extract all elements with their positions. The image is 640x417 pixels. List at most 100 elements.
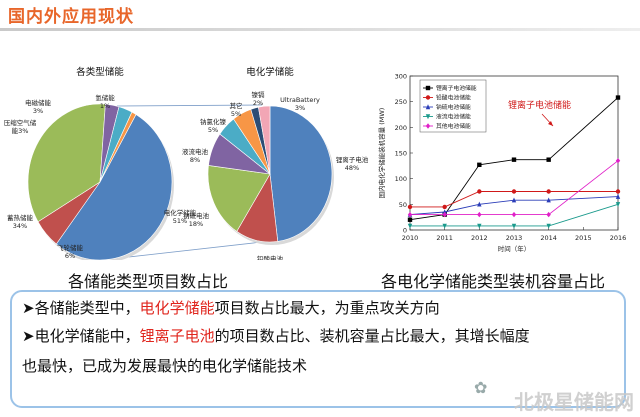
legend-marker-3 bbox=[425, 104, 431, 110]
x-tick-label-0: 2010 bbox=[402, 234, 419, 242]
pie-2-label-7: 镍镉 2% bbox=[252, 90, 266, 107]
x-axis-label: 时间（年） bbox=[498, 244, 531, 253]
series-1-line bbox=[409, 97, 619, 221]
wechat-icon: ✿ bbox=[474, 378, 488, 397]
series-4-point-1 bbox=[407, 223, 413, 229]
y-tick-label-0: 0 bbox=[403, 227, 407, 235]
legend-label-4: 液流电池储能 bbox=[436, 113, 471, 121]
legend-marker-5 bbox=[425, 123, 431, 129]
bullet-1-part-2: 项目数占比最大，为重点攻关方向 bbox=[214, 299, 440, 317]
left-caption: 各储能类型项目数占比 bbox=[68, 272, 229, 291]
series-5-point-3 bbox=[477, 211, 482, 218]
series-4-point-5 bbox=[546, 223, 551, 229]
pie-1-label-3: 蓄热储能 34% bbox=[7, 213, 34, 230]
series-4-point-3 bbox=[477, 223, 482, 229]
series-2-point-5 bbox=[546, 189, 551, 194]
bullet-1: ➤各储能类型中，电化学储能项目数占比最大，为重点攻关方向 bbox=[22, 297, 440, 319]
bullet-3-part-0: 也最快，已成为发展最快的电化学储能技术 bbox=[22, 357, 308, 375]
y-tick-label-2: 100 bbox=[395, 175, 407, 183]
pie-1-label-6: 氢储能 1% bbox=[95, 93, 115, 110]
series-3-point-5 bbox=[546, 197, 551, 203]
legend-label-1: 锂离子电池储能 bbox=[436, 84, 477, 92]
pie-2-label-3: 钠硫电池 18% bbox=[183, 211, 210, 228]
series-3-point-4 bbox=[511, 197, 517, 203]
pie-connector-top bbox=[116, 104, 263, 107]
pie-1-label-4: 压缩空气储能3% bbox=[4, 118, 37, 135]
line-annotation: 锂离子电池储能 bbox=[508, 99, 571, 111]
series-3-point-6 bbox=[615, 193, 621, 199]
bullet-1-part-0: ➤各储能类型中， bbox=[22, 299, 140, 317]
series-2-point-2 bbox=[442, 204, 447, 210]
right-caption: 各电化学储能类型装机容量占比 bbox=[381, 272, 606, 291]
series-5-point-2 bbox=[442, 211, 447, 218]
series-4-point-4 bbox=[511, 223, 517, 229]
pie-2-label-6: 其它 5% bbox=[230, 101, 243, 118]
series-1-point-4 bbox=[511, 157, 517, 162]
bullet-2-part-1: 锂离子电池 bbox=[139, 327, 215, 345]
annotation-arrowhead bbox=[548, 121, 553, 126]
y-axis-label: 国内电化学储能装机容量 (MW) bbox=[377, 108, 386, 199]
legend-marker-4 bbox=[425, 114, 431, 120]
series-1-point-5 bbox=[546, 157, 551, 162]
series-2-line bbox=[410, 191, 618, 208]
series-3-point-2 bbox=[442, 209, 447, 215]
series-5-point-6 bbox=[615, 158, 621, 164]
pie-1-slice-3 bbox=[27, 103, 106, 223]
y-tick-label-4: 200 bbox=[395, 124, 407, 132]
x-tick-label-2: 2012 bbox=[471, 234, 488, 242]
x-tick-label-4: 2014 bbox=[540, 234, 557, 242]
pie-2-slice-3 bbox=[207, 165, 271, 232]
series-2-point-4 bbox=[511, 189, 517, 194]
line-chart: 0 50 100 150 200 250 300 2010 2011 2012 2013 2014 20… bbox=[377, 73, 627, 254]
legend-marker-1 bbox=[425, 85, 431, 91]
line-legend bbox=[419, 79, 487, 133]
series-5-point-1 bbox=[407, 211, 413, 218]
y-tick-label-3: 150 bbox=[395, 150, 407, 158]
pie-1-slice-1 bbox=[55, 114, 173, 260]
pie-2-label-1: 锂离子电池 48% bbox=[336, 155, 369, 172]
series-5-line bbox=[410, 160, 619, 216]
x-tick-label-3: 2013 bbox=[506, 234, 523, 242]
y-tick-label-6: 300 bbox=[395, 73, 407, 81]
pie-2-label-5: 钠氯化镍 5% bbox=[200, 117, 227, 134]
pie-1-label-1: 电化学储能 51% bbox=[164, 208, 197, 225]
series-4-line bbox=[410, 203, 619, 227]
pie-1-label-2: 飞轮储能 6% bbox=[57, 243, 84, 260]
pie-2-label-8: UltraBattery 3% bbox=[280, 96, 320, 112]
series-1-point-3 bbox=[477, 162, 482, 168]
pie-2-label-4: 液流电池 8% bbox=[182, 147, 209, 164]
bullet-2-part-0: ➤电化学储能中， bbox=[22, 327, 140, 345]
legend-label-3: 钠硫电池储能 bbox=[436, 103, 471, 111]
pie-2-slice-1 bbox=[269, 105, 333, 242]
bullet-2-part-2: 的项目数占比、装机容量占比最大，其增长幅度 bbox=[214, 327, 530, 345]
y-tick-label-1: 50 bbox=[399, 201, 407, 209]
series-3-line bbox=[409, 196, 619, 216]
series-2-point-6 bbox=[615, 189, 621, 194]
series-4-point-2 bbox=[442, 223, 447, 229]
legend-marker-2 bbox=[425, 95, 431, 100]
x-tick-label-6: 2016 bbox=[610, 234, 627, 242]
pie-1-label-5: 电磁储能 3% bbox=[25, 98, 52, 115]
x-tick-label-5: 2015 bbox=[575, 234, 592, 242]
series-5-point-4 bbox=[511, 211, 517, 218]
series-1-point-6 bbox=[615, 95, 621, 100]
legend-label-5: 其他电池储能 bbox=[436, 122, 471, 130]
series-2-point-3 bbox=[477, 189, 482, 194]
watermark: 北极星储能网 bbox=[514, 390, 634, 414]
page-title: 国内外应用现状 bbox=[8, 7, 134, 27]
series-2-point-1 bbox=[407, 204, 413, 210]
pie-1-title: 各类型储能 bbox=[76, 66, 124, 78]
pie-2-slice-8 bbox=[258, 105, 271, 175]
summary-box bbox=[10, 290, 626, 408]
pie-1-slice-6 bbox=[99, 111, 137, 183]
bullet-1-part-1: 电化学储能 bbox=[139, 299, 215, 317]
bullet-2: ➤电化学储能中，锂离子电池的项目数占比、装机容量占比最大，其增长幅度 bbox=[22, 325, 530, 347]
pie-2-label-2: 铅酸电池11% bbox=[257, 254, 284, 260]
series-1-point-1 bbox=[407, 217, 413, 222]
pie-connector-bottom bbox=[119, 241, 263, 259]
y-tick-label-5: 250 bbox=[395, 98, 407, 106]
x-tick-label-1: 2011 bbox=[436, 234, 453, 242]
series-4-point-6 bbox=[615, 202, 621, 208]
title-divider bbox=[0, 28, 640, 31]
pie-charts: 电化学储能 51% 飞轮储能 6% 蓄热储能 34% 压缩空气储能3% 电磁储能 3% 氢储能 1%… bbox=[4, 66, 369, 260]
